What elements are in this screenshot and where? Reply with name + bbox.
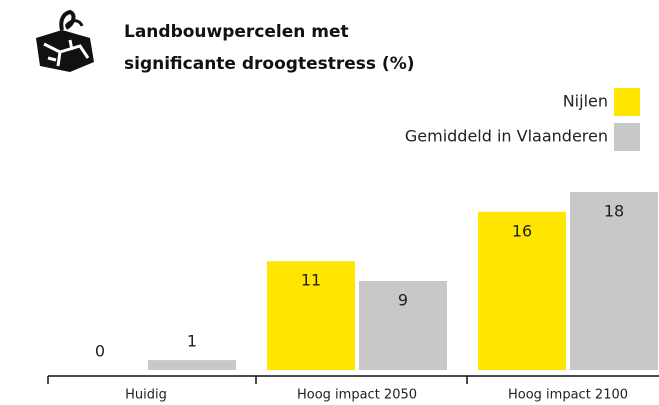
x-tick-label: Hoog impact 2050 xyxy=(297,388,417,403)
legend-label: Gemiddeld in Vlaanderen xyxy=(405,127,608,146)
bar xyxy=(359,281,447,370)
legend-swatch xyxy=(614,123,640,151)
drought-icon xyxy=(36,9,94,72)
legend-swatch xyxy=(614,88,640,116)
value-label: 9 xyxy=(398,291,408,310)
value-label: 1 xyxy=(187,332,197,351)
bar xyxy=(267,261,355,370)
bar xyxy=(478,211,566,370)
x-tick-label: Hoog impact 2100 xyxy=(508,388,628,403)
bar xyxy=(148,360,236,370)
value-label: 18 xyxy=(604,202,624,221)
value-label: 0 xyxy=(95,342,105,361)
value-label: 11 xyxy=(301,271,321,290)
x-tick-label: Huidig xyxy=(125,388,167,403)
chart-title: Landbouwpercelen met significante droogt… xyxy=(124,22,415,74)
legend-label: Nijlen xyxy=(563,92,608,111)
bar xyxy=(570,192,658,370)
value-label: 16 xyxy=(512,221,532,240)
